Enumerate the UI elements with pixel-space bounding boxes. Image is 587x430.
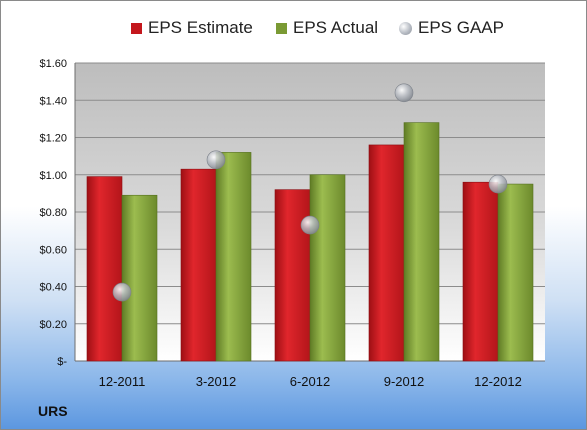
bubble-eps-gaap <box>488 174 508 194</box>
bar-eps-actual <box>309 174 346 362</box>
x-tick-label: 6-2012 <box>290 374 330 389</box>
legend-item-estimate: EPS Estimate <box>131 18 253 38</box>
bubble-eps-gaap <box>112 282 132 302</box>
bar-eps-actual <box>215 152 252 362</box>
y-tick-label: $0.80 <box>39 207 67 219</box>
x-tick-label: 12-2012 <box>474 374 522 389</box>
bar-eps-actual <box>497 183 534 362</box>
bar-eps-estimate <box>180 168 217 362</box>
x-tick-label: 12-2011 <box>99 374 146 389</box>
y-tick-label: $- <box>57 356 67 368</box>
x-tick-label: 9-2012 <box>384 374 424 389</box>
y-tick-label: $1.00 <box>39 170 67 182</box>
legend-item-gaap: EPS GAAP <box>399 18 504 38</box>
bubble-eps-gaap <box>206 150 226 170</box>
bar-eps-estimate <box>462 181 499 362</box>
chart-legend: EPS Estimate EPS Actual EPS GAAP <box>1 18 586 42</box>
y-tick-label: $0.60 <box>39 244 67 256</box>
y-tick-label: $1.60 <box>39 58 67 70</box>
legend-label-gaap: EPS GAAP <box>418 18 504 37</box>
legend-swatch-actual <box>276 22 287 34</box>
y-tick-label: $1.40 <box>39 95 67 107</box>
bar-eps-actual <box>403 122 440 362</box>
company-ticker: URS <box>38 403 68 419</box>
bubble-eps-gaap <box>300 215 320 235</box>
y-tick-label: $0.40 <box>39 282 67 294</box>
bar-eps-estimate <box>274 189 311 362</box>
x-tick-label: 3-2012 <box>196 374 236 389</box>
legend-label-estimate: EPS Estimate <box>148 18 253 37</box>
legend-label-actual: EPS Actual <box>293 18 379 37</box>
bar-eps-actual <box>121 194 158 362</box>
legend-bubble-gaap <box>399 21 412 35</box>
bar-eps-estimate <box>368 144 405 362</box>
legend-item-actual: EPS Actual <box>276 18 378 38</box>
y-tick-label: $0.20 <box>39 319 67 331</box>
bubble-eps-gaap <box>394 83 414 103</box>
legend-swatch-estimate <box>131 22 142 34</box>
y-tick-label: $1.20 <box>39 133 67 145</box>
bar-eps-estimate <box>86 176 123 362</box>
